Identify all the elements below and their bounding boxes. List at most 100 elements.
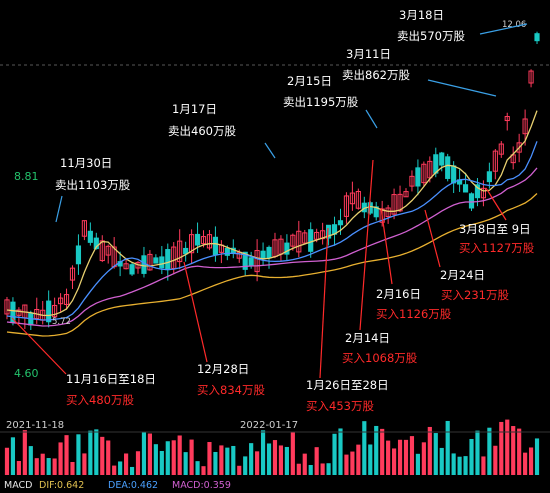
sell-annotation-03-11: 3月11日 卖出862万股 <box>342 47 410 82</box>
macd-dea: DEA:0.462 <box>108 480 158 491</box>
volume-bar <box>52 458 57 475</box>
volume-bar <box>231 445 236 475</box>
volume-bar <box>129 466 135 475</box>
candle-body <box>528 70 534 84</box>
candle-body <box>153 257 159 264</box>
candle-body <box>57 297 64 305</box>
candle-body <box>248 257 254 267</box>
volume-bar <box>243 456 248 475</box>
moving-average-line <box>6 193 538 337</box>
candle-body <box>534 33 540 42</box>
volume-bar <box>88 430 93 475</box>
volume-bar <box>392 448 397 475</box>
volume-bar <box>457 456 462 475</box>
svg-text:卖出570万股: 卖出570万股 <box>397 29 465 43</box>
candle-body <box>314 231 320 240</box>
candle-body <box>403 191 409 198</box>
candle-body <box>385 207 391 218</box>
svg-text:3月8日至 9日: 3月8日至 9日 <box>459 222 531 236</box>
candle-body <box>427 160 433 179</box>
x-tick-label: 2022-01-17 <box>240 420 298 431</box>
volume-bar <box>28 446 33 475</box>
candle-body <box>10 301 16 323</box>
svg-text:11月16日至18日: 11月16日至18日 <box>66 372 156 386</box>
moving-averages <box>6 110 538 337</box>
volume-bar <box>260 430 266 475</box>
volume-bar <box>463 456 468 475</box>
candle-body <box>194 233 201 246</box>
candle-body <box>75 245 82 265</box>
candle-body <box>141 255 147 274</box>
volume-bar <box>338 428 343 475</box>
candle-body <box>46 300 52 323</box>
volume-bar <box>219 445 224 475</box>
svg-text:2月16日: 2月16日 <box>376 287 421 301</box>
candle-body <box>254 250 260 273</box>
candle-body <box>349 192 355 205</box>
volume-bar <box>505 419 510 475</box>
svg-text:2月14日: 2月14日 <box>345 331 390 345</box>
volume-bar <box>386 440 391 475</box>
candle-body <box>498 143 504 155</box>
volume-bar <box>141 431 147 475</box>
volume-bar <box>112 465 117 475</box>
volume-bar <box>94 429 99 475</box>
volume-bar <box>213 451 218 475</box>
volume-bar <box>302 453 307 475</box>
volume-bars <box>4 419 540 475</box>
volume-bar <box>439 447 444 475</box>
candle-body <box>147 253 153 271</box>
macd-value: MACD:0.359 <box>172 480 231 491</box>
y-tick-label: 4.60 <box>14 367 39 380</box>
candle-body <box>522 118 528 135</box>
volume-bar <box>64 435 69 475</box>
volume-bar <box>16 460 21 475</box>
candle-body <box>486 171 492 183</box>
volume-bar <box>106 440 111 475</box>
volume-bar <box>451 453 456 475</box>
moving-average-line <box>6 167 538 327</box>
candle-body <box>409 175 415 187</box>
buy-annotation-02-14: 2月14日 买入1068万股 <box>342 331 418 365</box>
candle-body <box>183 247 189 255</box>
candle-body <box>290 234 296 247</box>
candle-body <box>212 236 219 256</box>
high-price-marker: 12.06 <box>502 20 526 30</box>
candle-body <box>445 156 451 179</box>
volume-bar <box>290 431 295 475</box>
volume-bar <box>278 445 284 475</box>
candle-body <box>105 245 111 256</box>
sell-annotation-11-30: 11月30日 卖出1103万股 <box>55 156 131 192</box>
volume-bar <box>528 447 534 475</box>
volume-bar <box>517 428 522 475</box>
volume-bar <box>499 421 504 475</box>
candle-body <box>4 299 10 315</box>
volume-bar <box>475 430 480 475</box>
candle-body <box>355 190 361 209</box>
buy-annotation-01-26: 1月26日至28日 买入453万股 <box>306 378 389 413</box>
candle-body <box>165 249 171 271</box>
svg-text:买入834万股: 买入834万股 <box>197 383 265 397</box>
volume-bar <box>46 458 51 475</box>
volume-bar <box>409 436 415 475</box>
volume-bar <box>284 446 289 475</box>
candle-body <box>504 116 510 122</box>
candle-body <box>397 193 403 212</box>
candle-body <box>337 220 344 226</box>
svg-text:买入1068万股: 买入1068万股 <box>342 351 418 365</box>
volume-bar <box>523 452 528 475</box>
candle-body <box>87 230 93 243</box>
candle-body <box>433 154 439 174</box>
candle-body <box>93 237 99 250</box>
candle-body <box>343 195 350 217</box>
volume-bar <box>58 442 63 475</box>
svg-text:买入1127万股: 买入1127万股 <box>459 241 535 255</box>
candle-body <box>284 242 290 255</box>
candle-body <box>415 167 421 187</box>
svg-text:2月24日: 2月24日 <box>440 268 485 282</box>
volume-bar <box>76 434 81 475</box>
volume-bar <box>296 463 301 475</box>
volume-bar <box>249 443 254 475</box>
volume-bar <box>320 463 325 475</box>
candle-body <box>391 194 397 215</box>
